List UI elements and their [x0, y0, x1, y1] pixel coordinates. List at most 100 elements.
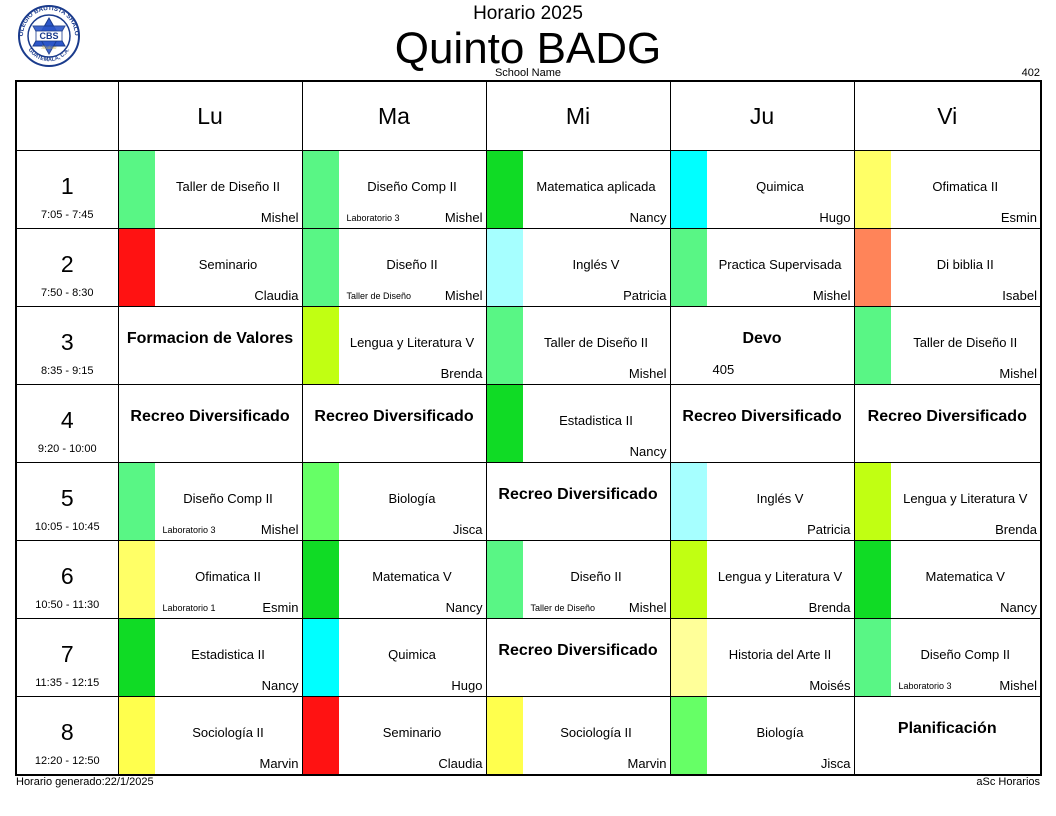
classroom-name: Laboratorio 3 — [346, 213, 400, 223]
teacher-name: Moisés — [809, 678, 851, 693]
lesson-cell[interactable]: Formacion de Valores — [117, 306, 303, 385]
lesson-cell[interactable]: Matematica aplicada Nancy — [485, 150, 671, 229]
lesson-cell[interactable]: Recreo Diversificado — [853, 384, 1042, 463]
lesson-cell[interactable]: Recreo Diversificado — [301, 384, 487, 463]
period-number: 3 — [60, 329, 74, 355]
lesson-cell[interactable]: Seminario Claudia — [117, 228, 303, 307]
period-cell: 7 11:35 - 12:15 — [15, 618, 119, 697]
subject-name: Diseño Comp II — [183, 490, 273, 506]
subject-color-bar — [119, 229, 155, 306]
lesson-cell[interactable]: Quimica Hugo — [669, 150, 855, 229]
subject-name: Recreo Diversificado — [867, 408, 1027, 425]
lesson-cell[interactable]: Recreo Diversificado — [485, 618, 671, 697]
lesson-cell[interactable]: Recreo Diversificado — [669, 384, 855, 463]
lesson-cell[interactable]: Recreo Diversificado — [485, 462, 671, 541]
teacher-name: Mishel — [628, 600, 667, 615]
lesson-cell[interactable]: Devo 405 — [669, 306, 855, 385]
subject-name: Lengua y Literatura V — [717, 568, 843, 584]
period-cell: 8 12:20 - 12:50 — [15, 696, 119, 775]
lesson-cell[interactable]: Lengua y Literatura V Brenda — [301, 306, 487, 385]
subject-color-bar — [671, 697, 707, 774]
period-time: 8:35 - 9:15 — [40, 365, 94, 377]
day-header: Lu — [117, 80, 303, 151]
teacher-name: Nancy — [1000, 600, 1037, 615]
room-number: 402 — [1021, 67, 1040, 79]
period-number: 6 — [60, 563, 74, 589]
software-credit: aSc Horarios — [976, 776, 1040, 788]
teacher-name: Hugo — [819, 210, 851, 225]
period-row: 5 10:05 - 10:45 Diseño Comp II Mishel Labora… — [15, 462, 1042, 541]
lesson-cell[interactable]: Seminario Claudia — [301, 696, 487, 775]
lesson-cell[interactable]: Matematica V Nancy — [853, 540, 1042, 619]
lesson-cell[interactable]: Taller de Diseño II Mishel — [117, 150, 303, 229]
school-logo: COLEGIO BAUTISTA SHALOM GUATEMALA, C.A. … — [9, 0, 86, 76]
period-row: 8 12:20 - 12:50 Sociología II Marvin Seminar… — [15, 696, 1042, 775]
day-header: Ma — [301, 80, 487, 151]
lesson-cell[interactable]: Taller de Diseño II Mishel — [853, 306, 1042, 385]
subject-color-bar — [487, 385, 523, 462]
subject-name: Lengua y Literatura V — [903, 490, 1028, 506]
lesson-cell[interactable]: Practica Supervisada Mishel — [669, 228, 855, 307]
lesson-cell[interactable]: Lengua y Literatura V Brenda — [853, 462, 1042, 541]
teacher-name: Jisca — [820, 755, 851, 771]
corner-cell — [15, 80, 119, 151]
subject-color-bar — [303, 151, 339, 228]
lesson-cell[interactable]: Inglés V Patricia — [485, 228, 671, 307]
lesson-cell[interactable]: Taller de Diseño II Mishel — [485, 306, 671, 385]
teacher-name: Esmin — [1000, 210, 1037, 225]
period-time: 12:20 - 12:50 — [34, 754, 100, 767]
lesson-cell[interactable]: Diseño Comp II Mishel Laboratorio 3 — [853, 618, 1042, 697]
teacher-name: Marvin — [259, 755, 299, 771]
period-row: 3 8:35 - 9:15 Formacion de Valores Lengua y… — [15, 306, 1042, 385]
period-number: 8 — [60, 719, 74, 745]
teacher-name: Mishel — [444, 288, 483, 303]
classroom-name: 405 — [712, 362, 735, 377]
lesson-cell[interactable]: Quimica Hugo — [301, 618, 487, 697]
subject-name: Quimica — [756, 178, 804, 194]
lesson-cell[interactable]: Inglés V Patricia — [669, 462, 855, 541]
subject-name: Planificación — [897, 720, 997, 737]
lesson-cell[interactable]: Diseño Comp II Mishel Laboratorio 3 — [301, 150, 487, 229]
lesson-cell[interactable]: Sociología II Marvin — [485, 696, 671, 775]
subject-color-bar — [487, 307, 523, 384]
subject-name: Recreo Diversificado — [130, 408, 290, 425]
period-time: 9:20 - 10:00 — [37, 443, 97, 455]
lesson-cell[interactable]: Lengua y Literatura V Brenda — [669, 540, 855, 619]
teacher-name: Esmin — [262, 600, 299, 615]
lesson-cell[interactable]: Biología Jisca — [301, 462, 487, 541]
lesson-cell[interactable]: Matematica V Nancy — [301, 540, 487, 619]
period-number: 7 — [60, 641, 74, 667]
period-number: 2 — [60, 251, 74, 277]
lesson-cell[interactable]: Diseño II Mishel Taller de Diseño — [301, 228, 487, 307]
subject-color-bar — [671, 229, 707, 306]
subject-name: Recreo Diversificado — [314, 408, 474, 425]
lesson-cell[interactable]: Diseño II Mishel Taller de Diseño — [485, 540, 671, 619]
period-cell: 3 8:35 - 9:15 — [15, 306, 119, 385]
timetable-grid: Lu Ma Mi Ju Vi 1 7:05 - 7:45 Taller de Dis… — [15, 80, 1042, 776]
lesson-cell[interactable]: Recreo Diversificado — [117, 384, 303, 463]
lesson-cell[interactable]: Sociología II Marvin — [117, 696, 303, 775]
classroom-name: Laboratorio 3 — [898, 681, 952, 691]
teacher-name: Brenda — [440, 366, 483, 381]
subject-name: Diseño Comp II — [920, 646, 1011, 662]
subject-name: Matematica V — [925, 568, 1005, 584]
lesson-cell[interactable]: Estadistica II Nancy — [117, 618, 303, 697]
period-number: 4 — [60, 407, 74, 433]
lesson-cell[interactable]: Biología Jisca — [669, 696, 855, 775]
day-header: Mi — [485, 80, 671, 151]
subject-name: Taller de Diseño II — [175, 178, 281, 194]
lesson-cell[interactable]: Ofimatica II Esmin Laboratorio 1 — [117, 540, 303, 619]
subject-color-bar — [303, 697, 339, 774]
teacher-name: Jisca — [452, 522, 483, 537]
subject-color-bar — [855, 541, 891, 618]
lesson-cell[interactable]: Ofimatica II Esmin — [853, 150, 1042, 229]
lesson-cell[interactable]: Historia del Arte II Moisés — [669, 618, 855, 697]
subject-color-bar — [487, 541, 523, 618]
subject-name: Matematica V — [372, 568, 452, 584]
period-time: 10:05 - 10:45 — [34, 521, 100, 533]
lesson-cell[interactable]: Di biblia II Isabel — [853, 228, 1042, 307]
lesson-cell[interactable]: Estadistica II Nancy — [485, 384, 671, 463]
lesson-cell[interactable]: Planificación — [853, 696, 1042, 775]
period-row: 6 10:50 - 11:30 Ofimatica II Esmin Laborator… — [15, 540, 1042, 619]
lesson-cell[interactable]: Diseño Comp II Mishel Laboratorio 3 — [117, 462, 303, 541]
